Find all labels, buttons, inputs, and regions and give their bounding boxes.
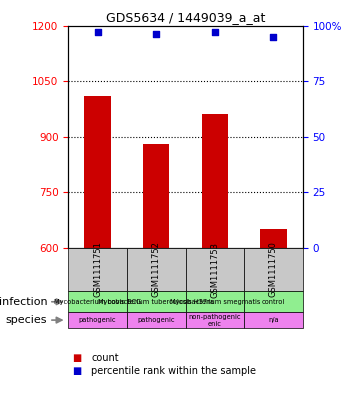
Text: count: count [91,353,119,363]
Text: Mycobacterium smegmatis: Mycobacterium smegmatis [170,299,260,305]
Text: ■: ■ [72,353,81,363]
Point [271,33,276,40]
Text: GSM1111750: GSM1111750 [269,242,278,298]
Bar [84,96,111,248]
Text: pathogenic: pathogenic [138,317,175,323]
Text: infection: infection [0,297,47,307]
Text: species: species [6,315,47,325]
Text: GSM1111751: GSM1111751 [93,242,102,298]
Text: GSM1111753: GSM1111753 [210,242,219,298]
Text: control: control [262,299,285,305]
Text: non-pathogenic
enic: non-pathogenic enic [189,314,241,327]
Text: pathogenic: pathogenic [79,317,116,323]
Point [212,29,218,35]
Text: Mycobacterium tuberculosis H37ra: Mycobacterium tuberculosis H37ra [98,299,214,305]
Point [95,29,100,35]
Bar [202,114,228,248]
Bar [143,144,169,248]
Bar [260,229,287,248]
Text: GSM1111752: GSM1111752 [152,242,161,298]
Text: n/a: n/a [268,317,279,323]
Point [153,31,159,38]
Title: GDS5634 / 1449039_a_at: GDS5634 / 1449039_a_at [106,11,265,24]
Text: Mycobacterium bovis BCG: Mycobacterium bovis BCG [54,299,141,305]
Text: percentile rank within the sample: percentile rank within the sample [91,366,256,376]
Text: ■: ■ [72,366,81,376]
